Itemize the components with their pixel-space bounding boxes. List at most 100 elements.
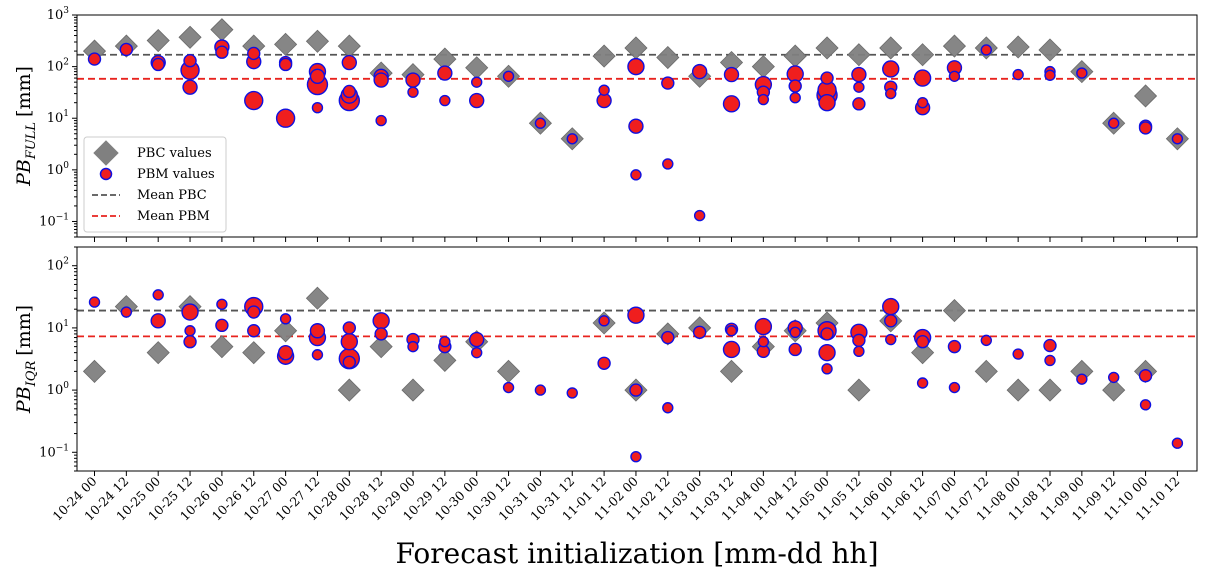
bottom-pbc-point (146, 341, 170, 365)
top-y-axis-label-sub: FULL (24, 122, 39, 160)
bottom-pbm-point (629, 383, 643, 397)
top-pbc-point (465, 56, 489, 80)
top-pbc-point (815, 36, 839, 60)
top-y-tick-label: 100 (47, 161, 70, 178)
top-pbm-point (628, 118, 644, 134)
bottom-pbm-point (1171, 437, 1184, 449)
top-pbm-point (723, 66, 740, 83)
bottom-pbc-point (401, 378, 425, 402)
top-pbm-point (87, 52, 102, 66)
top-y-axis-label-main: PB (13, 159, 35, 187)
top-pbm-point (407, 86, 419, 98)
bottom-pbm-point (853, 345, 865, 358)
top-pbm-point (789, 91, 801, 104)
top-pbm-point (183, 54, 197, 68)
bottom-pbc-point (210, 335, 234, 359)
bottom-pbm-point (884, 314, 898, 328)
top-pbm-point (788, 79, 802, 93)
top-pbm-point (215, 45, 229, 59)
bottom-pbm-point (757, 336, 770, 348)
top-pbm-point (913, 69, 932, 87)
top-pbm-point (627, 57, 645, 76)
bottom-pbm-point (439, 336, 451, 348)
top-pbm-point (852, 97, 866, 111)
bottom-pbm-point (598, 315, 610, 327)
top-pbm-point (375, 114, 387, 127)
top-y-tick-label: 102 (47, 58, 69, 75)
bottom-pbm-point (852, 333, 866, 348)
bottom-y-axis-label: PBIQR [mm] (13, 305, 39, 414)
bottom-pbm-point (184, 325, 196, 337)
top-x-ticks (94, 237, 1178, 242)
top-pbc-point (911, 43, 935, 67)
top-y-tick-base: 10 (39, 214, 56, 229)
bottom-pbm-point (1012, 348, 1024, 360)
top-pbc-point (656, 45, 680, 70)
bottom-pbm-point (1043, 338, 1057, 353)
bottom-pbc-point (496, 359, 521, 383)
top-pbm-point (502, 70, 515, 82)
top-y-tick-base: 10 (47, 60, 64, 75)
bottom-panel-frame (76, 246, 1198, 472)
top-pbm-point (598, 84, 610, 96)
bottom-pbm-point (120, 306, 133, 318)
bottom-y-tick-label: 102 (47, 257, 69, 274)
top-pbm-point (851, 66, 867, 83)
top-pbc-point (178, 25, 202, 49)
bottom-pbm-point (279, 313, 292, 325)
top-pbm-point (916, 96, 929, 109)
bottom-pbc-point (1006, 378, 1030, 402)
bottom-pbm-point (309, 323, 326, 339)
bottom-pbm-point (789, 326, 801, 338)
bottom-pbm-point (342, 355, 356, 369)
bottom-y-tick-base: 10 (47, 259, 64, 274)
bottom-y-tick-base: 10 (47, 321, 64, 336)
bottom-y-tick-exponent: 2 (63, 257, 69, 267)
bottom-pbm-point (340, 333, 358, 351)
legend-pbm-circle-icon (99, 167, 113, 181)
bottom-pbc-point (274, 319, 298, 343)
bottom-y-tick-label: 10−1 (39, 443, 69, 460)
legend-pbc-label: PBC values (137, 146, 212, 161)
bottom-pbm-point (342, 321, 356, 335)
top-pbc-point (210, 18, 234, 42)
bottom-plot-area (77, 286, 1197, 463)
top-y-tick-base: 10 (47, 111, 64, 126)
bottom-pbc-point (369, 335, 393, 359)
bottom-pbm-point (247, 305, 261, 319)
bottom-pbc-point (433, 348, 457, 372)
bottom-y-axis-label-unit: [mm] (13, 305, 35, 356)
bottom-pbm-point (247, 324, 261, 338)
top-pbc-point (942, 34, 967, 58)
bottom-pbm-point (150, 313, 166, 329)
top-y-tick-label: 10−1 (39, 212, 69, 229)
top-pbm-point (471, 76, 483, 88)
bottom-pbm-point (630, 450, 642, 463)
top-pbm-point (882, 60, 900, 78)
top-pbm-point (661, 76, 675, 90)
bottom-pbm-point (181, 303, 199, 321)
bottom-pbm-point (277, 344, 294, 361)
bottom-pbm-point (534, 384, 547, 396)
bottom-pbm-point (183, 335, 197, 349)
top-pbm-point (948, 70, 961, 82)
top-pbm-point (566, 133, 578, 145)
top-pbm-point (980, 44, 992, 56)
bottom-pbm-point (311, 349, 324, 361)
bottom-y-tick-exponent: 0 (63, 381, 69, 391)
bottom-pbm-point (372, 312, 390, 330)
bottom-pbc-point (1102, 378, 1126, 402)
top-pbm-point (1138, 121, 1153, 135)
bottom-pbm-point (661, 330, 675, 345)
top-pbm-point (182, 79, 198, 95)
top-pbm-point (1107, 117, 1120, 129)
top-pbm-point (691, 63, 708, 80)
top-pbm-point (885, 87, 897, 100)
top-pbm-point (1044, 69, 1056, 81)
top-pbm-point (630, 169, 642, 181)
bottom-pbm-point (692, 325, 707, 339)
top-pbc-point (751, 55, 775, 79)
bottom-pbc-point (242, 341, 266, 365)
bottom-pbc-point (1038, 378, 1062, 402)
